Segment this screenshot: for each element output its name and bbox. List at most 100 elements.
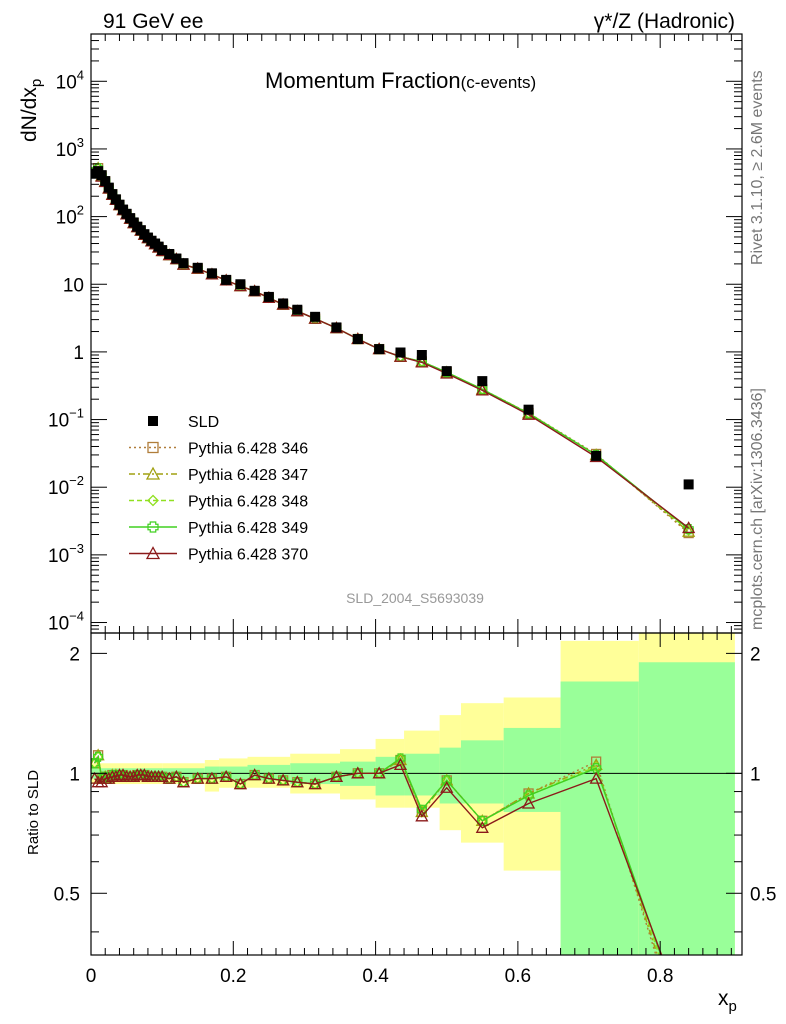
main-y-label: dN/dxp bbox=[18, 79, 45, 142]
ratio-panel bbox=[91, 748, 742, 955]
ratio-point-370 bbox=[329, 769, 344, 782]
ratio-point-349 bbox=[93, 751, 104, 762]
ratio-point-370 bbox=[475, 820, 489, 833]
sld-data-point bbox=[263, 291, 274, 302]
plot-title: Momentum Fraction(c-events) bbox=[265, 68, 536, 93]
process-label: γ*/Z (Hadronic) bbox=[594, 10, 735, 33]
sld-data-point bbox=[178, 258, 189, 269]
sld-data-point bbox=[206, 268, 217, 279]
main-y-tick-label: 10−1 bbox=[48, 406, 84, 432]
legend-marker-346 bbox=[147, 441, 159, 454]
series-line-Pythia-6428-346 bbox=[94, 166, 690, 534]
ratio-y-tick-label-right: 1 bbox=[750, 764, 761, 785]
main-frame bbox=[90, 33, 743, 634]
sld-data-point bbox=[352, 334, 363, 345]
series-line-Pythia-6428-370 bbox=[94, 171, 690, 529]
x-tick-label: 0.4 bbox=[362, 966, 389, 987]
sld-data-point bbox=[221, 274, 232, 285]
stat-uncertainty-band bbox=[460, 740, 504, 804]
ratio-y-tick-label-right: 0.5 bbox=[750, 884, 776, 905]
series-point-370 bbox=[682, 521, 696, 534]
ratio-point-370 bbox=[262, 771, 276, 784]
sld-data-point bbox=[100, 176, 111, 187]
ratio-point-349 bbox=[523, 790, 534, 801]
ratio-point-370 bbox=[351, 766, 365, 779]
x-tick-label: 0 bbox=[86, 966, 97, 987]
legend: SLD Pythia 6.428 346 Pythia 6.428 347 Pythi… bbox=[129, 414, 308, 564]
ratio-point-370 bbox=[372, 766, 386, 779]
ratio-point-370 bbox=[440, 780, 454, 793]
legend-marker-347 bbox=[145, 466, 161, 480]
axes: 0 0.2 0.4 0.6 0.810−410−310−210−111010210310… bbox=[48, 33, 776, 987]
ratio-point-370 bbox=[219, 769, 233, 782]
sld-data-point bbox=[192, 262, 203, 273]
ratio-point-370 bbox=[137, 768, 151, 781]
sld-data-point bbox=[96, 170, 107, 181]
ratio-point-370 bbox=[169, 769, 183, 782]
stat-uncertainty-band bbox=[560, 681, 639, 955]
sld-data-point bbox=[416, 349, 427, 360]
main-y-tick-label: 102 bbox=[56, 203, 84, 229]
legend-marker-349 bbox=[147, 521, 159, 533]
ratio-point-349 bbox=[591, 763, 602, 774]
ratio-y-label: Ratio to SLD bbox=[25, 770, 42, 855]
sld-data-point bbox=[591, 450, 602, 461]
sld-data-point bbox=[683, 479, 694, 490]
main-y-tick-label: 1 bbox=[73, 343, 84, 364]
sld-data-point bbox=[157, 245, 168, 256]
ratio-series-group bbox=[91, 748, 742, 955]
ratio-point-370 bbox=[205, 771, 219, 784]
legend-label: SLD bbox=[188, 414, 219, 431]
ratio-point-370 bbox=[233, 777, 248, 790]
legend-label: Pythia 6.428 347 bbox=[188, 467, 308, 484]
rivet-label: Rivet 3.1.10, ≥ 2.6M events bbox=[749, 70, 766, 265]
sld-data-point bbox=[103, 182, 114, 193]
main-y-tick-label: 10−4 bbox=[48, 609, 84, 635]
sld-data-point bbox=[164, 248, 175, 259]
ratio-y-tick-label-left: 2 bbox=[69, 644, 80, 665]
legend-label: Pythia 6.428 348 bbox=[188, 494, 308, 511]
legend-label: Pythia 6.428 370 bbox=[188, 547, 308, 564]
ratio-point-370 bbox=[116, 768, 130, 781]
series-point-370 bbox=[415, 355, 429, 368]
series-point-349 bbox=[477, 384, 488, 395]
ratio-uncertainty-bands bbox=[91, 633, 735, 955]
main-panel bbox=[91, 161, 696, 539]
sld-data-point bbox=[278, 298, 289, 309]
legend-marker-sld bbox=[148, 416, 158, 426]
ratio-y-tick-label-left: 1 bbox=[69, 764, 80, 785]
sld-data-point bbox=[310, 311, 321, 322]
sld-data-point bbox=[171, 253, 182, 264]
ratio-point-370 bbox=[276, 773, 290, 786]
sld-data-point bbox=[331, 322, 342, 333]
sld-data-point bbox=[523, 404, 534, 415]
ratio-point-370 bbox=[393, 758, 408, 771]
legend-label: Pythia 6.428 346 bbox=[188, 441, 308, 458]
stat-uncertainty-band bbox=[503, 727, 561, 812]
main-series-group bbox=[91, 161, 696, 539]
series-line-Pythia-6428-347 bbox=[94, 166, 690, 533]
main-y-tick-label: 103 bbox=[56, 135, 84, 161]
sld-data-point bbox=[249, 285, 260, 296]
x-tick-label: 0.2 bbox=[220, 966, 246, 987]
ratio-point-349 bbox=[477, 815, 488, 826]
sld-data-point bbox=[292, 304, 303, 315]
main-y-tick-label: 10−3 bbox=[48, 541, 84, 567]
sld-data-point bbox=[235, 279, 246, 290]
ratio-point-370 bbox=[308, 777, 322, 790]
ratio-point-370 bbox=[155, 769, 169, 782]
ratio-point-370 bbox=[191, 771, 205, 784]
sld-data-point bbox=[395, 347, 406, 358]
legend-marker-348 bbox=[147, 494, 159, 507]
legend-marker-370 bbox=[145, 546, 161, 560]
ratio-point-370 bbox=[248, 768, 262, 781]
series-point-370 bbox=[475, 383, 489, 396]
energy-label: 91 GeV ee bbox=[103, 10, 203, 33]
legend-label: Pythia 6.428 349 bbox=[188, 520, 308, 537]
series-line-Pythia-6428-348 bbox=[94, 167, 690, 531]
sld-data-point bbox=[374, 344, 385, 355]
main-y-tick-label: 10 bbox=[63, 275, 84, 296]
x-tick-label: 0.8 bbox=[647, 966, 673, 987]
sld-data-point bbox=[441, 366, 452, 377]
